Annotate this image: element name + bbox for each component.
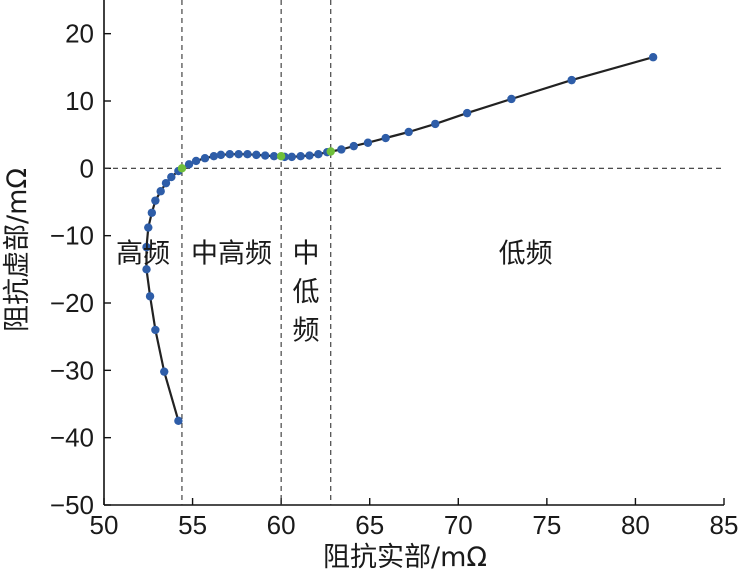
- tick-labels: 50 55 60 65 70 75 80 85 20 10 0 −10 −20 −30 −40 −50: [50, 19, 739, 540]
- data-point: [225, 149, 234, 159]
- boundary-point: [177, 164, 187, 173]
- data-point: [200, 154, 210, 163]
- data-point: [404, 127, 413, 137]
- data-point: [349, 141, 358, 151]
- y-tick-label: −50: [50, 490, 94, 520]
- boundary-point: [326, 147, 335, 156]
- data-point: [161, 178, 171, 188]
- reference-lines: [104, 0, 724, 505]
- impedance-curve: [145, 56, 654, 422]
- data-point: [144, 223, 153, 232]
- data-point: [261, 151, 270, 160]
- data-point: [381, 133, 390, 143]
- x-tick-label: 60: [267, 510, 296, 540]
- y-tick-label: −30: [50, 355, 94, 385]
- x-tick-label: 55: [178, 510, 207, 540]
- data-point: [142, 242, 151, 252]
- region-label: 频: [292, 315, 319, 346]
- data-point: [151, 196, 160, 205]
- y-tick-label: 20: [65, 19, 94, 49]
- x-tick-label: 65: [355, 510, 384, 540]
- boundary-point: [276, 152, 286, 161]
- y-tick-label: −10: [50, 221, 94, 251]
- region-label: 低频: [499, 239, 553, 270]
- data-point: [567, 75, 576, 85]
- data-point: [431, 119, 440, 129]
- data-point: [296, 152, 305, 161]
- data-point: [160, 367, 169, 376]
- data-point: [216, 150, 226, 160]
- data-point: [269, 152, 279, 161]
- data-point: [191, 156, 201, 166]
- data-point: [174, 416, 183, 426]
- data-points: [142, 53, 658, 426]
- data-point: [314, 149, 323, 159]
- data-point: [147, 208, 157, 217]
- x-tick-label: 75: [532, 510, 561, 540]
- data-point: [507, 94, 516, 104]
- y-tick-label: −40: [50, 423, 94, 453]
- y-tick-label: 0: [80, 153, 94, 183]
- y-tick-label: −20: [50, 288, 94, 318]
- x-axis-title: 阻抗实部/mΩ: [323, 542, 487, 573]
- data-point: [648, 53, 658, 62]
- data-point: [209, 152, 219, 161]
- data-point: [145, 292, 155, 301]
- region-label: 中: [292, 239, 319, 270]
- data-point: [337, 145, 346, 154]
- data-point: [243, 149, 252, 159]
- region-label: 低: [292, 277, 319, 308]
- data-point: [142, 265, 151, 274]
- x-tick-label: 70: [444, 510, 473, 540]
- y-axis-title: 阻抗虚部/mΩ: [2, 168, 33, 332]
- data-point: [151, 325, 160, 335]
- series-line: [145, 56, 654, 422]
- data-point: [167, 172, 176, 182]
- data-point: [252, 150, 261, 160]
- data-point: [287, 152, 296, 162]
- data-point: [156, 187, 165, 196]
- data-point: [462, 108, 472, 118]
- x-tick-label: 50: [90, 510, 119, 540]
- x-tick-label: 80: [621, 510, 650, 540]
- data-point: [305, 151, 314, 160]
- y-tick-label: 10: [65, 86, 94, 116]
- region-label: 高频: [116, 239, 170, 270]
- region-label: 中高频: [191, 239, 272, 270]
- x-tick-label: 85: [710, 510, 739, 540]
- data-point: [234, 149, 243, 159]
- data-point: [363, 138, 373, 147]
- data-point: [184, 160, 194, 169]
